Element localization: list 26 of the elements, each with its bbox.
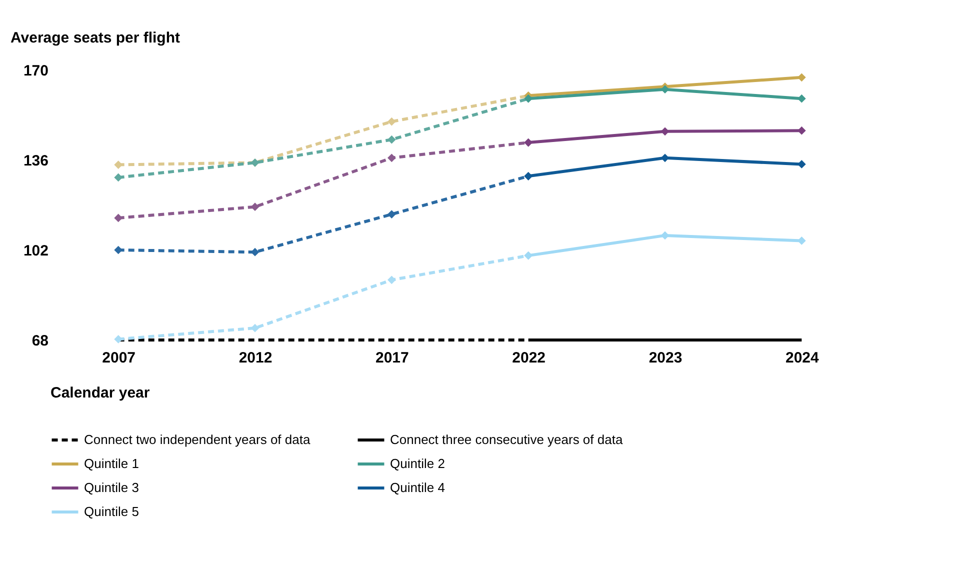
y-tick-label: 68: [32, 332, 48, 350]
y-tick-label: 170: [23, 62, 48, 80]
legend-label: Quintile 1: [84, 456, 139, 471]
point: [387, 117, 396, 126]
x-tick-label: 2022: [512, 350, 546, 366]
x-tick-label: 2007: [102, 350, 136, 366]
y-tick-label: 136: [23, 152, 48, 170]
legend-label: Quintile 5: [84, 504, 139, 519]
legend-label: Connect three consecutive years of data: [390, 432, 624, 447]
legend-label: Connect two independent years of data: [84, 432, 311, 447]
y-tick-label: 102: [23, 242, 48, 260]
point: [660, 85, 670, 94]
x-tick-label: 2024: [785, 350, 820, 366]
point: [387, 135, 396, 144]
legend-label: Quintile 3: [84, 480, 139, 495]
point: [250, 202, 260, 212]
legend-label: Quintile 4: [390, 480, 445, 495]
y-axis-title: Average seats per flight: [10, 30, 180, 46]
x-tick-label: 2012: [238, 350, 272, 366]
x-axis-title: Calendar year: [50, 384, 150, 402]
point: [387, 276, 396, 284]
x-tick-label: 2023: [648, 350, 682, 366]
x-tick-label: 2017: [375, 350, 409, 366]
point: [387, 154, 396, 162]
legend-label: Quintile 2: [390, 456, 445, 471]
point: [387, 210, 396, 218]
